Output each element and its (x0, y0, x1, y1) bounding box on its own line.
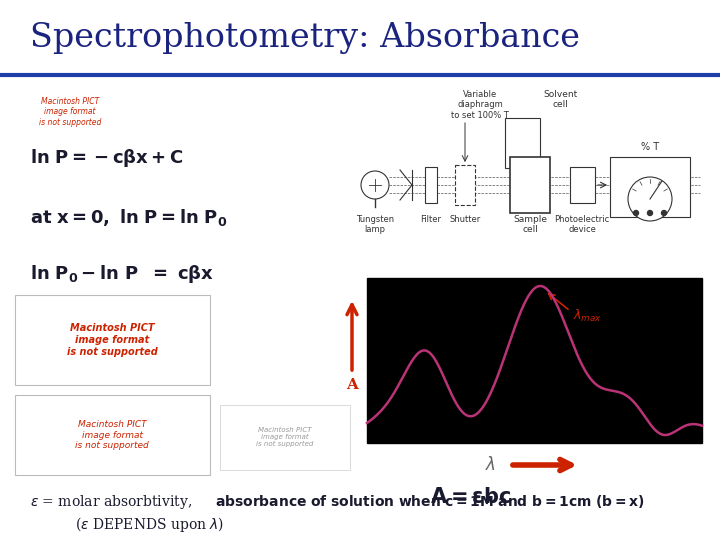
Bar (15, 295, 210, 385)
Text: $\varepsilon$ = molar absorbtivity,: $\varepsilon$ = molar absorbtivity, (30, 493, 194, 511)
Bar (505, 118, 540, 168)
Text: Tungsten
lamp: Tungsten lamp (356, 215, 394, 234)
Text: Macintosh PICT
image format
is not supported: Macintosh PICT image format is not suppo… (75, 420, 149, 450)
Text: Shutter: Shutter (449, 215, 481, 224)
Text: $\mathbf{A = \varepsilon bc}$: $\mathbf{A = \varepsilon bc}$ (430, 487, 511, 507)
Text: Photoelectric
device: Photoelectric device (554, 215, 610, 234)
Text: $\mathbf{ln\ P = -c\beta x + C}$: $\mathbf{ln\ P = -c\beta x + C}$ (30, 147, 184, 169)
Text: Solvent
cell: Solvent cell (543, 90, 577, 110)
Bar (510, 157, 550, 213)
Bar (610, 157, 690, 217)
Text: $\mathbf{ln\ P_0 - ln\ P\ \ =\ c\beta x}$: $\mathbf{ln\ P_0 - ln\ P\ \ =\ c\beta x}… (30, 263, 214, 285)
Text: Spectrophotometry: Absorbance: Spectrophotometry: Absorbance (30, 22, 580, 54)
Bar (570, 167, 595, 203)
Text: Macintosh PICT
image format
is not supported: Macintosh PICT image format is not suppo… (67, 323, 158, 356)
Text: % T: % T (641, 142, 659, 152)
Bar (425, 167, 437, 203)
Text: Variable
diaphragm
to set 100% T: Variable diaphragm to set 100% T (451, 90, 509, 120)
Text: $\mathbf{at\ x = 0,\ ln\ P = ln\ P_0}$: $\mathbf{at\ x = 0,\ ln\ P = ln\ P_0}$ (30, 207, 228, 228)
Text: ($\varepsilon$ DEPENDS upon $\lambda$): ($\varepsilon$ DEPENDS upon $\lambda$) (75, 515, 224, 534)
Text: Filter: Filter (420, 215, 441, 224)
Circle shape (628, 177, 672, 221)
Circle shape (647, 211, 652, 215)
Text: Macintosh PICT
image format
is not supported: Macintosh PICT image format is not suppo… (256, 427, 314, 447)
Text: $\lambda$: $\lambda$ (485, 456, 495, 474)
Bar (367, 278, 702, 443)
Circle shape (634, 211, 639, 215)
Bar (15, 395, 210, 475)
Text: $\lambda_{max}$: $\lambda_{max}$ (573, 308, 603, 324)
Text: A: A (346, 378, 358, 392)
Text: $\mathbf{absorbance\ of\ solution\ when\ c=1M\ and\ b=1cm\ (b=x)}$: $\mathbf{absorbance\ of\ solution\ when\… (215, 493, 644, 510)
Text: Macintosh PICT
image format
is not supported: Macintosh PICT image format is not suppo… (39, 97, 102, 127)
Bar (455, 165, 475, 205)
Circle shape (662, 211, 667, 215)
Text: Sample
cell: Sample cell (513, 215, 547, 234)
Bar (220, 405, 350, 470)
